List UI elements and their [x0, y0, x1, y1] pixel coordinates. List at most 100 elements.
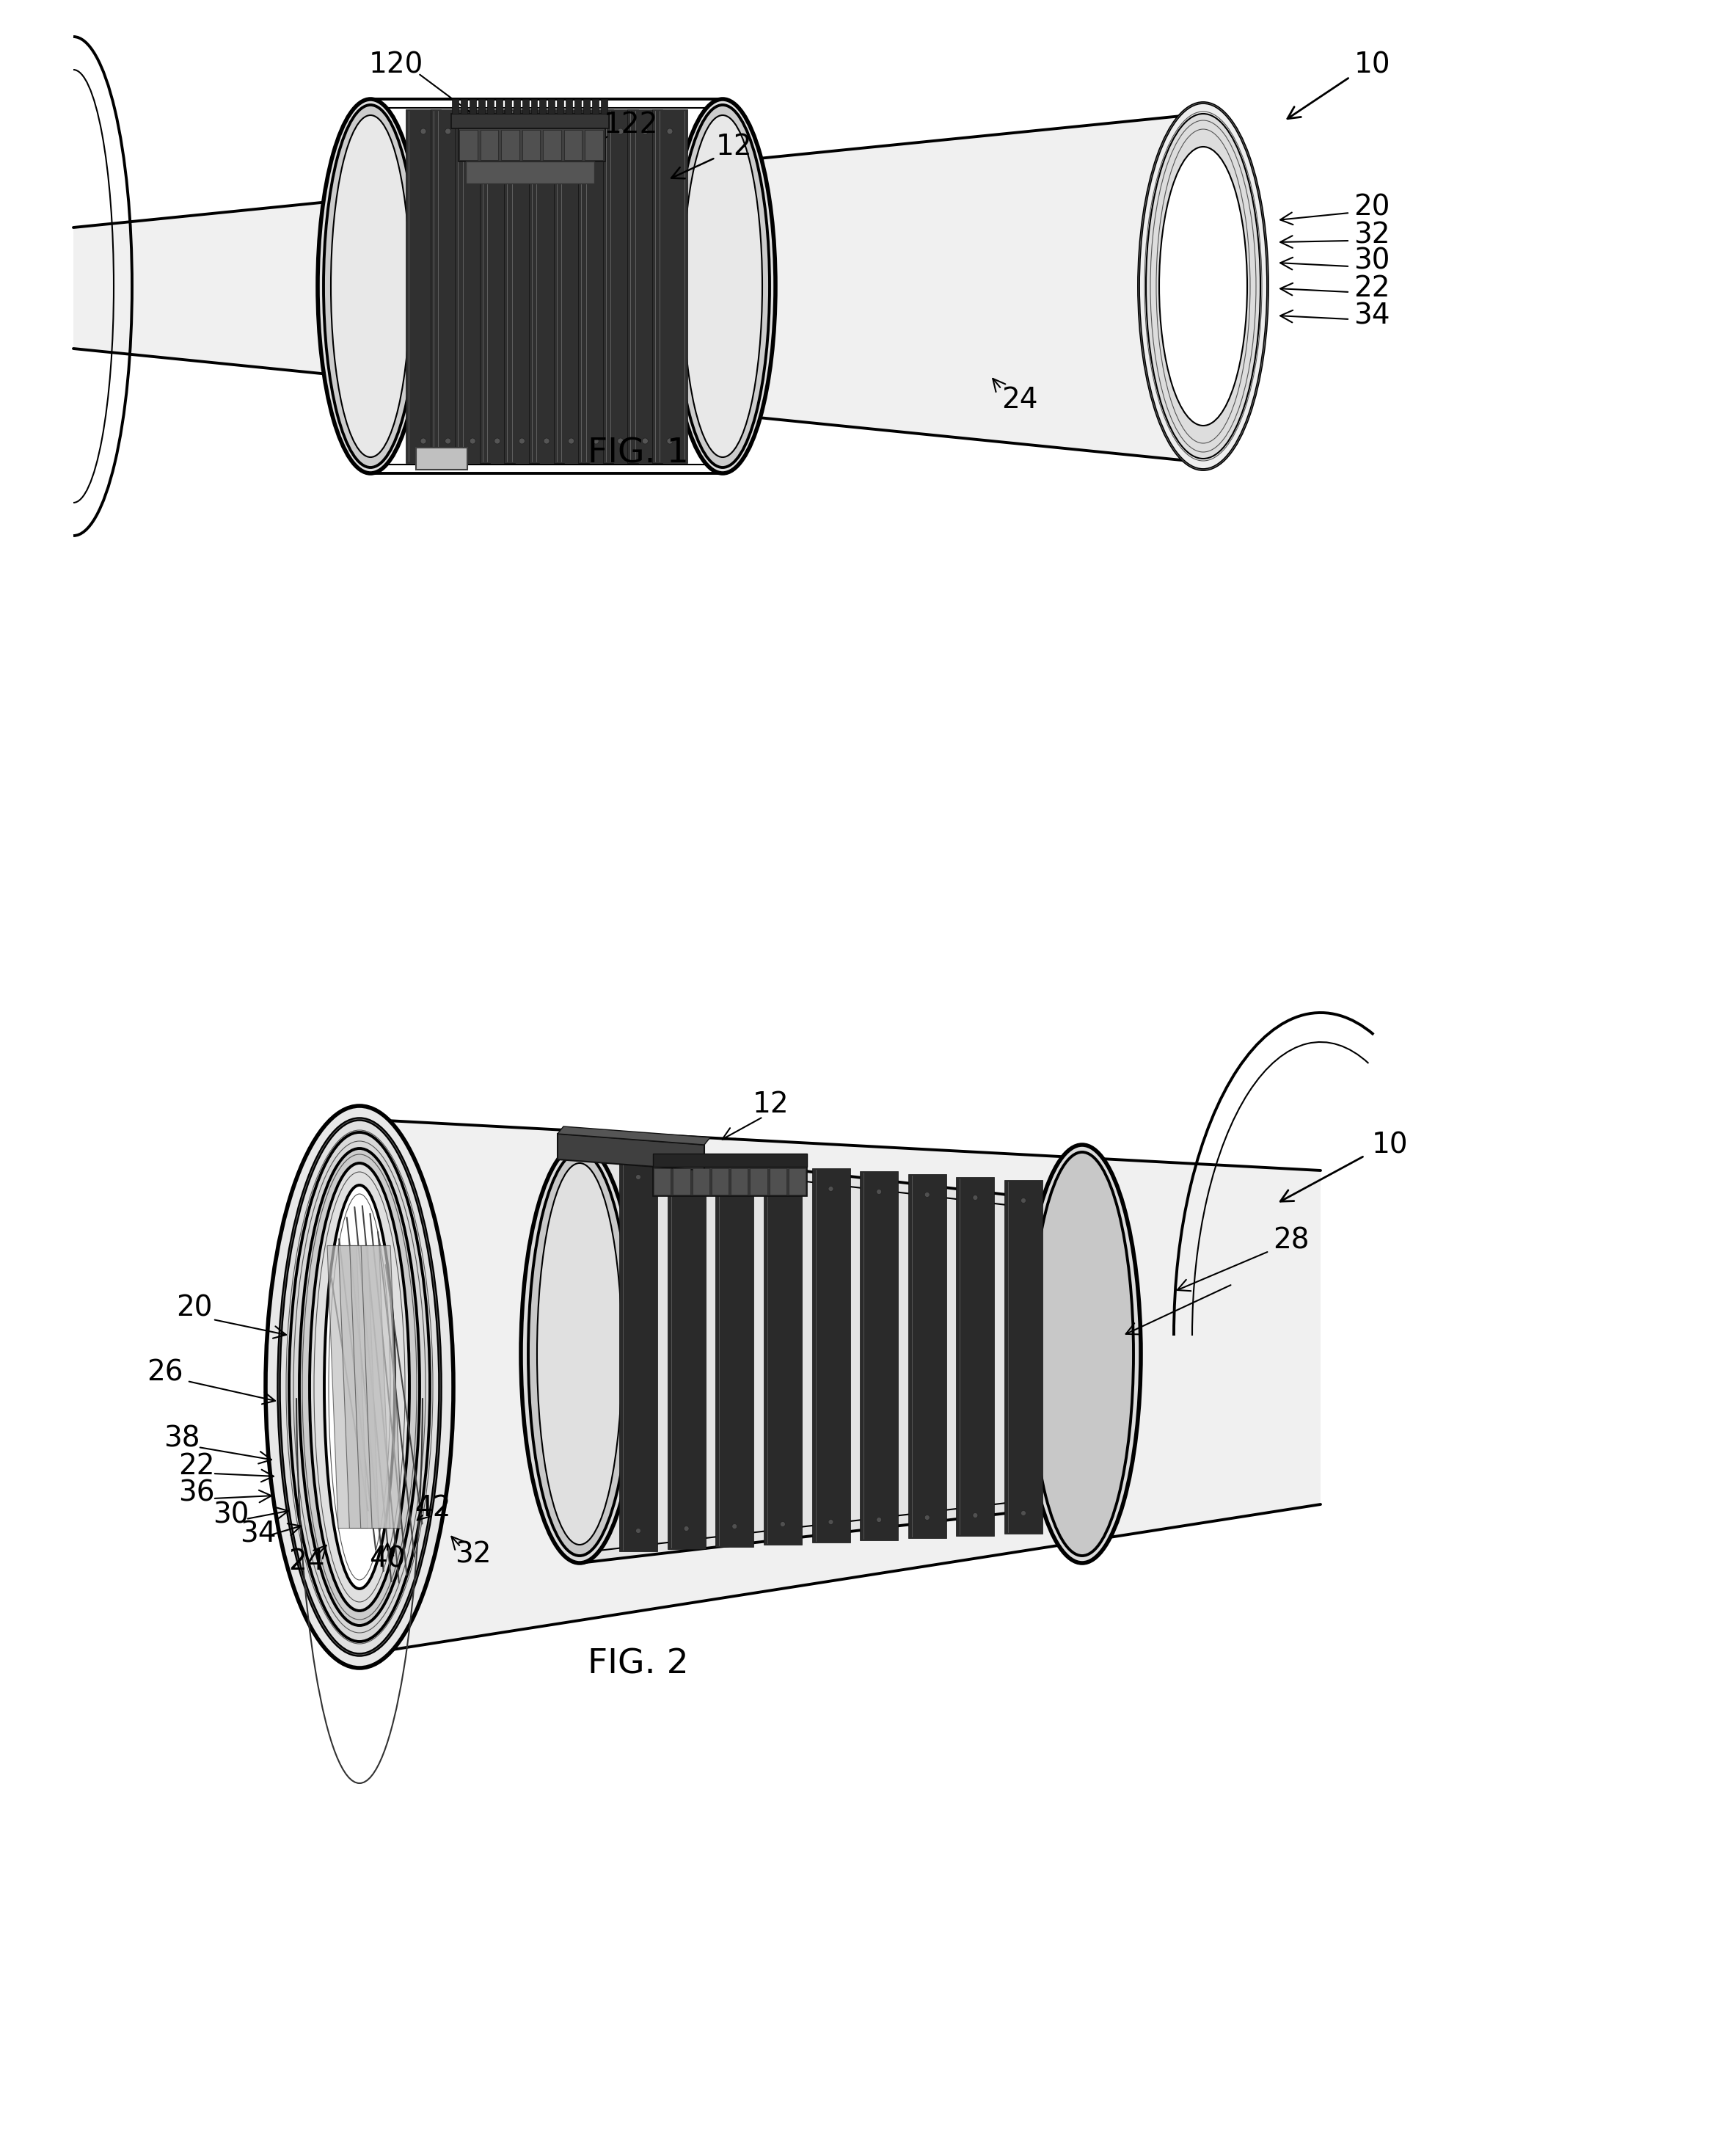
Polygon shape — [654, 1153, 807, 1166]
Ellipse shape — [925, 1516, 930, 1520]
Polygon shape — [470, 99, 475, 114]
Polygon shape — [812, 1169, 849, 1542]
Ellipse shape — [317, 99, 424, 474]
Ellipse shape — [1031, 1151, 1134, 1557]
Text: 30: 30 — [1354, 246, 1390, 274]
Polygon shape — [530, 99, 537, 114]
Ellipse shape — [309, 1162, 410, 1611]
Polygon shape — [673, 1169, 690, 1194]
Ellipse shape — [733, 1179, 738, 1186]
Text: 122: 122 — [604, 110, 659, 138]
Polygon shape — [405, 110, 441, 464]
Ellipse shape — [829, 1186, 834, 1192]
Ellipse shape — [1023, 1145, 1141, 1563]
Polygon shape — [860, 1171, 897, 1539]
Polygon shape — [956, 1177, 994, 1535]
Text: 22: 22 — [178, 1453, 214, 1481]
Text: FIG. 2: FIG. 2 — [589, 1647, 688, 1682]
Ellipse shape — [278, 1119, 441, 1656]
Ellipse shape — [494, 129, 499, 134]
Polygon shape — [668, 1160, 705, 1550]
Ellipse shape — [973, 1194, 978, 1201]
Polygon shape — [451, 114, 609, 129]
Ellipse shape — [781, 1522, 786, 1526]
Polygon shape — [654, 1166, 807, 1197]
Ellipse shape — [642, 438, 649, 444]
Polygon shape — [317, 99, 776, 287]
Text: 42: 42 — [415, 1494, 451, 1522]
Polygon shape — [328, 1246, 367, 1529]
Polygon shape — [788, 1169, 805, 1194]
Text: 10: 10 — [1354, 50, 1390, 78]
Polygon shape — [716, 1162, 753, 1546]
Polygon shape — [460, 129, 477, 160]
Polygon shape — [74, 114, 1203, 461]
Ellipse shape — [494, 438, 499, 444]
Polygon shape — [575, 99, 582, 114]
Ellipse shape — [973, 1514, 978, 1518]
Text: 30: 30 — [213, 1501, 249, 1529]
Polygon shape — [769, 1169, 786, 1194]
Polygon shape — [652, 110, 688, 464]
Ellipse shape — [877, 1190, 882, 1194]
Polygon shape — [505, 110, 539, 464]
Ellipse shape — [444, 438, 451, 444]
Ellipse shape — [288, 1132, 431, 1641]
Polygon shape — [338, 1246, 379, 1529]
Ellipse shape — [1160, 147, 1248, 425]
Ellipse shape — [299, 1149, 420, 1626]
Polygon shape — [592, 99, 599, 114]
Polygon shape — [505, 99, 511, 114]
Ellipse shape — [1021, 1511, 1026, 1516]
Ellipse shape — [877, 1518, 882, 1522]
Ellipse shape — [568, 129, 575, 134]
Ellipse shape — [685, 1177, 690, 1184]
Text: 28: 28 — [1273, 1227, 1309, 1255]
Text: FIG. 1: FIG. 1 — [589, 438, 688, 470]
Text: 38: 38 — [163, 1425, 201, 1453]
Polygon shape — [480, 110, 515, 464]
Polygon shape — [513, 99, 520, 114]
Ellipse shape — [544, 129, 549, 134]
Text: 34: 34 — [1354, 302, 1390, 330]
Ellipse shape — [529, 1151, 631, 1557]
Ellipse shape — [1021, 1199, 1026, 1203]
Ellipse shape — [668, 129, 673, 134]
Polygon shape — [522, 99, 529, 114]
Text: 10: 10 — [1373, 1132, 1409, 1158]
Ellipse shape — [1139, 103, 1268, 470]
Polygon shape — [578, 110, 614, 464]
Ellipse shape — [420, 129, 426, 134]
Polygon shape — [350, 1246, 390, 1529]
Ellipse shape — [470, 129, 475, 134]
Polygon shape — [501, 129, 520, 160]
Polygon shape — [479, 99, 486, 114]
Ellipse shape — [444, 129, 451, 134]
Polygon shape — [558, 99, 563, 114]
Ellipse shape — [618, 129, 623, 134]
Ellipse shape — [594, 438, 599, 444]
Polygon shape — [360, 1246, 402, 1529]
Text: 32: 32 — [455, 1539, 491, 1567]
Polygon shape — [566, 99, 573, 114]
Text: 24: 24 — [288, 1548, 324, 1576]
Ellipse shape — [324, 106, 417, 468]
Polygon shape — [487, 99, 494, 114]
Polygon shape — [750, 1169, 767, 1194]
Polygon shape — [1004, 1179, 1043, 1533]
Polygon shape — [585, 129, 602, 160]
Polygon shape — [764, 1166, 801, 1544]
Ellipse shape — [518, 438, 525, 444]
Ellipse shape — [568, 438, 575, 444]
Ellipse shape — [925, 1192, 930, 1197]
Ellipse shape — [420, 438, 426, 444]
Ellipse shape — [733, 1524, 738, 1529]
Ellipse shape — [331, 114, 410, 457]
Ellipse shape — [829, 1520, 834, 1524]
Polygon shape — [465, 162, 594, 183]
Text: 24: 24 — [1002, 386, 1038, 414]
Text: 12: 12 — [716, 134, 752, 162]
Polygon shape — [458, 129, 606, 162]
Text: 12: 12 — [752, 1091, 789, 1119]
Polygon shape — [539, 99, 546, 114]
